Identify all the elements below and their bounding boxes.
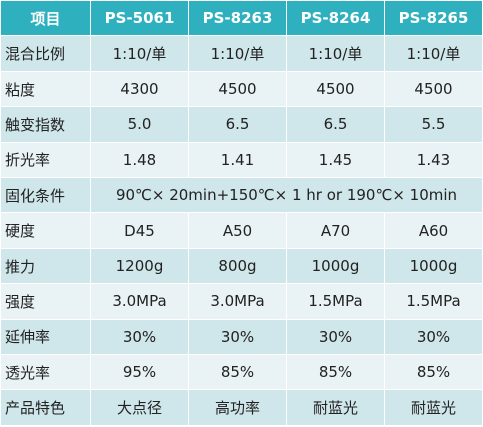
- row-label: 推力: [0, 247, 91, 285]
- table-cell: 5.5: [384, 106, 483, 143]
- table-cell: 1.45: [286, 141, 385, 179]
- curing-conditions-cell: 90℃× 20min+150℃× 1 hr or 190℃× 10min: [90, 177, 483, 214]
- table-cell: 4500: [188, 70, 287, 108]
- row-label: 触变指数: [0, 106, 91, 143]
- header-ps-8264: PS-8264: [286, 0, 385, 37]
- header-ps-8263: PS-8263: [188, 0, 287, 37]
- table-cell: 30%: [90, 318, 189, 356]
- table-cell: 800g: [188, 247, 287, 285]
- table-cell: 85%: [384, 354, 483, 391]
- row-label: 产品特色: [0, 389, 91, 426]
- table-cell: 3.0MPa: [188, 283, 287, 320]
- header-ps-8265: PS-8265: [384, 0, 483, 37]
- row-label: 硬度: [0, 212, 91, 249]
- table-cell: 1.5MPa: [384, 283, 483, 320]
- table-cell: 1.48: [90, 141, 189, 179]
- table-cell: 1.43: [384, 141, 483, 179]
- table-cell: 1:10/单: [188, 35, 287, 72]
- table-cell: 30%: [188, 318, 287, 356]
- table-cell: A70: [286, 212, 385, 249]
- table-cell: 85%: [188, 354, 287, 391]
- table-cell: D45: [90, 212, 189, 249]
- table-cell: A50: [188, 212, 287, 249]
- table-header-row: 项目 PS-5061 PS-8263 PS-8264 PS-8265: [0, 0, 483, 37]
- table-row-elongation: 延伸率 30% 30% 30% 30%: [0, 318, 483, 356]
- table-cell: 1000g: [286, 247, 385, 285]
- row-label: 粘度: [0, 70, 91, 108]
- table-cell: 4500: [384, 70, 483, 108]
- row-label: 混合比例: [0, 35, 91, 72]
- table-cell: 3.0MPa: [90, 283, 189, 320]
- table-row-push-force: 推力 1200g 800g 1000g 1000g: [0, 247, 483, 285]
- table-row-strength: 强度 3.0MPa 3.0MPa 1.5MPa 1.5MPa: [0, 283, 483, 320]
- table-row-mix-ratio: 混合比例 1:10/单 1:10/单 1:10/单 1:10/单: [0, 35, 483, 72]
- table-row-transmittance: 透光率 95% 85% 85% 85%: [0, 354, 483, 391]
- table-cell: 1:10/单: [384, 35, 483, 72]
- table-cell: 1000g: [384, 247, 483, 285]
- table-row-curing-conditions: 固化条件 90℃× 20min+150℃× 1 hr or 190℃× 10mi…: [0, 177, 483, 214]
- table-cell: 6.5: [286, 106, 385, 143]
- header-ps-5061: PS-5061: [90, 0, 189, 37]
- table-cell: 大点径: [90, 389, 189, 426]
- table-row-thixotropic-index: 触变指数 5.0 6.5 6.5 5.5: [0, 106, 483, 143]
- table-cell: 1:10/单: [90, 35, 189, 72]
- row-label: 固化条件: [0, 177, 91, 214]
- table-cell: 95%: [90, 354, 189, 391]
- table-row-viscosity: 粘度 4300 4500 4500 4500: [0, 70, 483, 108]
- table-row-refractive-index: 折光率 1.48 1.41 1.45 1.43: [0, 141, 483, 179]
- row-label: 强度: [0, 283, 91, 320]
- table-cell: 85%: [286, 354, 385, 391]
- table-cell: 4500: [286, 70, 385, 108]
- table-cell: 1:10/单: [286, 35, 385, 72]
- table-cell: 1.5MPa: [286, 283, 385, 320]
- header-item: 项目: [0, 0, 91, 37]
- table-cell: 6.5: [188, 106, 287, 143]
- table-cell: 高功率: [188, 389, 287, 426]
- table-row-product-features: 产品特色 大点径 高功率 耐蓝光 耐蓝光: [0, 389, 483, 426]
- table-cell: 30%: [384, 318, 483, 356]
- row-label: 延伸率: [0, 318, 91, 356]
- table-cell: 1.41: [188, 141, 287, 179]
- row-label: 折光率: [0, 141, 91, 179]
- table-cell: 耐蓝光: [384, 389, 483, 426]
- table-cell: 1200g: [90, 247, 189, 285]
- table-cell: 4300: [90, 70, 189, 108]
- table-row-hardness: 硬度 D45 A50 A70 A60: [0, 212, 483, 249]
- table-cell: A60: [384, 212, 483, 249]
- table-cell: 耐蓝光: [286, 389, 385, 426]
- row-label: 透光率: [0, 354, 91, 391]
- table-cell: 5.0: [90, 106, 189, 143]
- table-cell: 30%: [286, 318, 385, 356]
